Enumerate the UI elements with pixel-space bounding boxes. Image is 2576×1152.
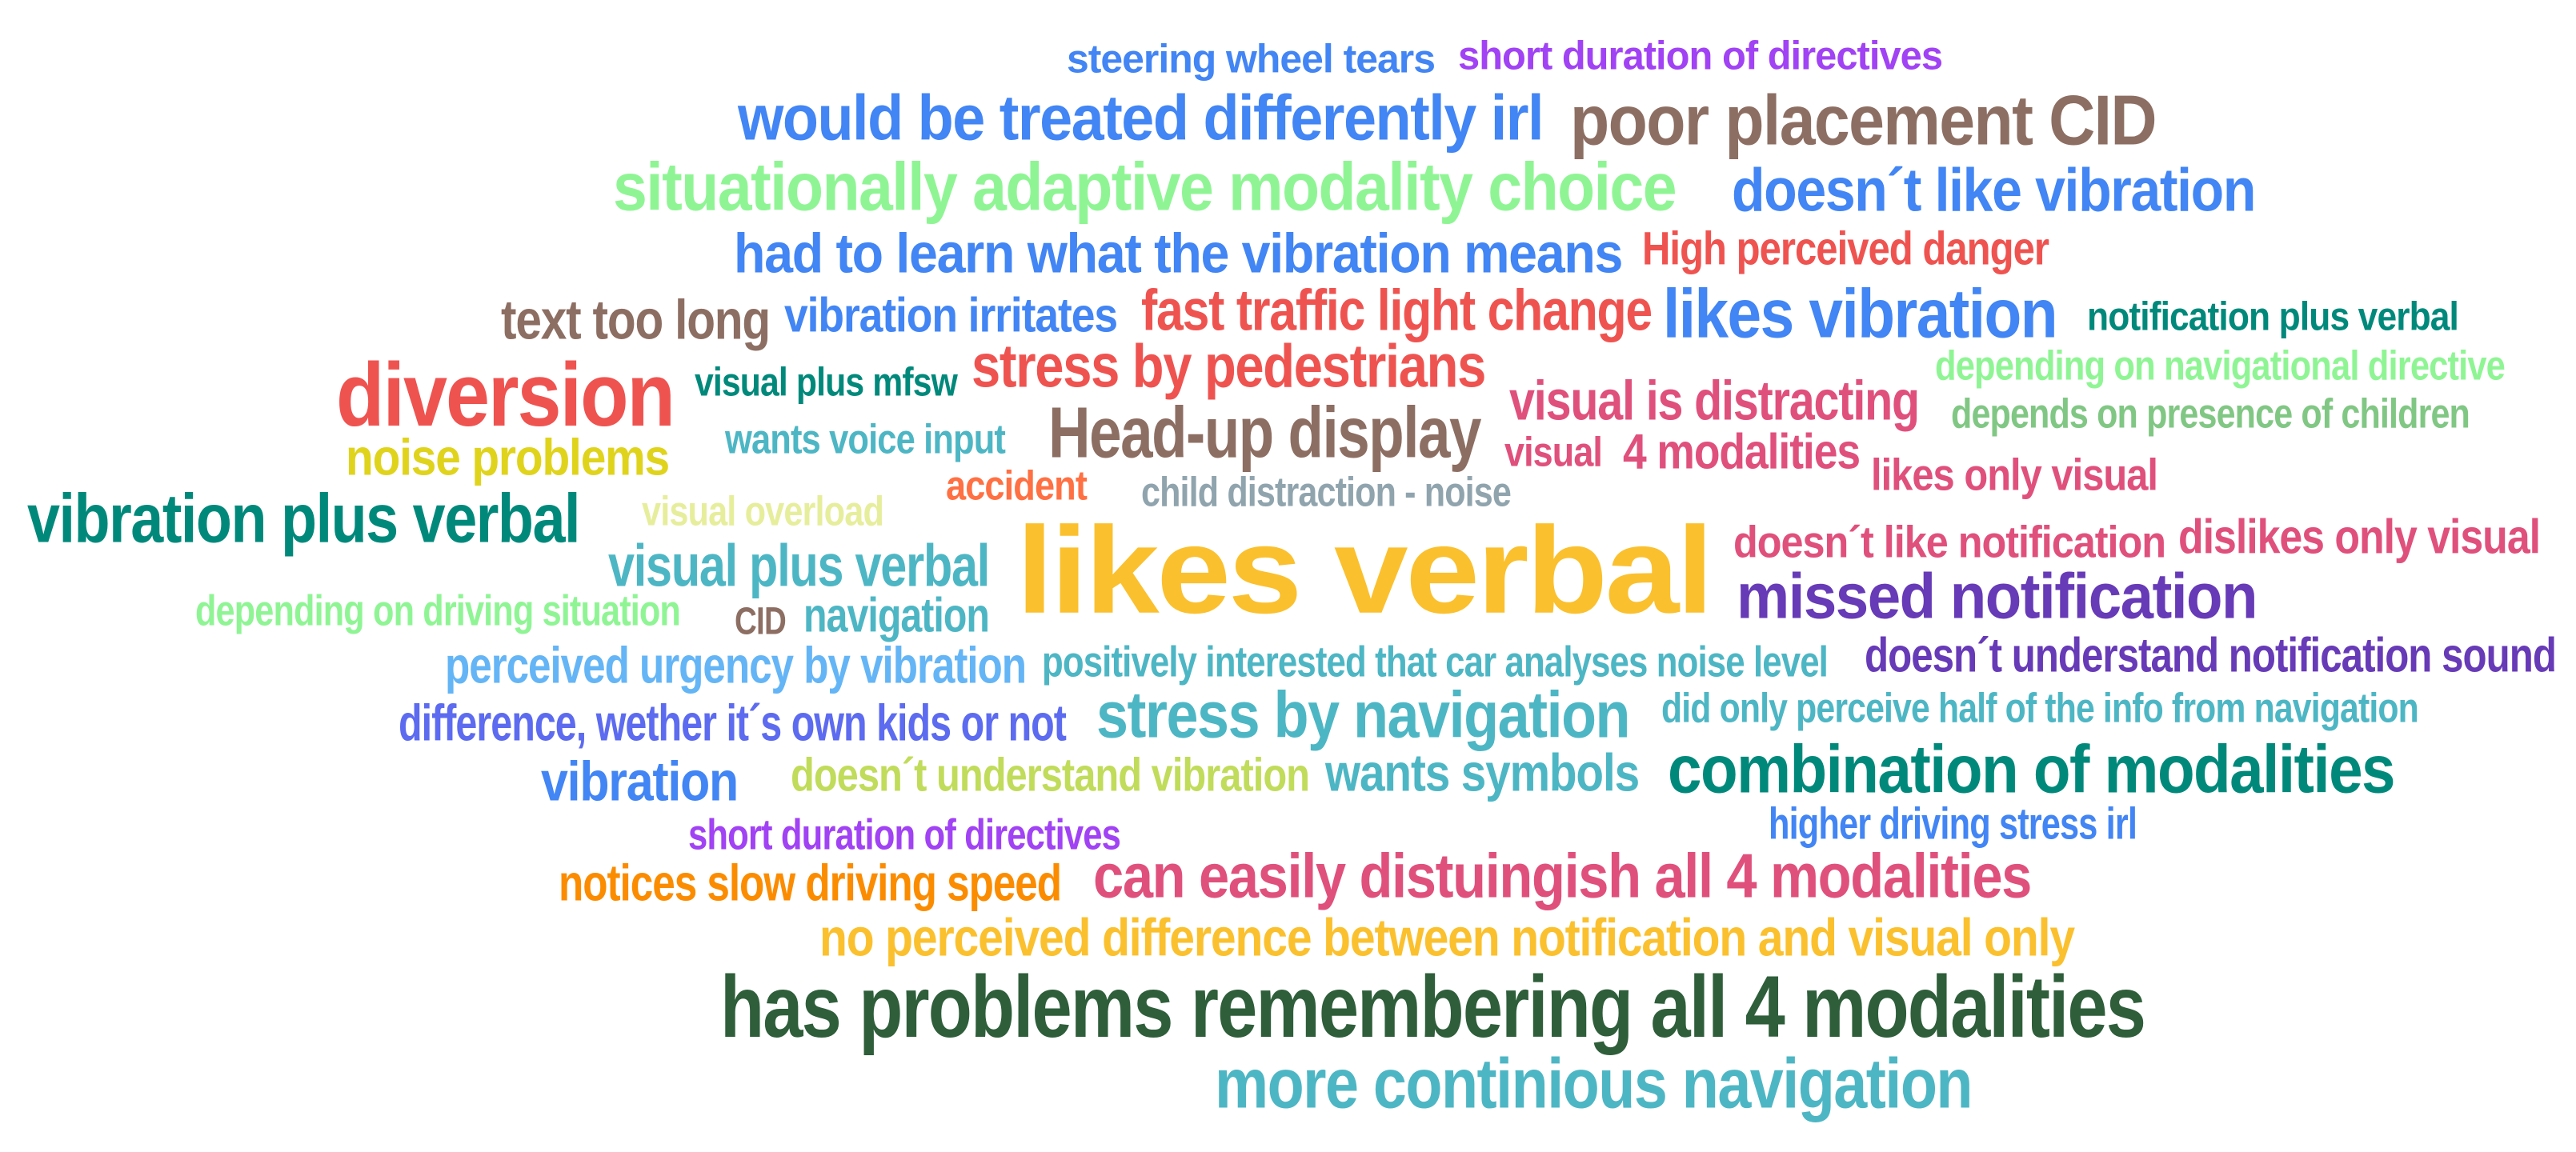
cloud-word: High perceived danger (1642, 222, 2049, 275)
cloud-word: doesn´t understand notification sound (1865, 628, 2557, 683)
cloud-word: depending on navigational directive (1935, 342, 2506, 390)
cloud-word: steering wheel tears (1067, 37, 1436, 82)
cloud-word-largest: likes verbal (1016, 501, 1713, 639)
cloud-word: navigation (803, 588, 990, 643)
cloud-word: visual (1504, 429, 1603, 476)
cloud-word: perceived urgency by vibration (445, 636, 1027, 694)
cloud-word: child distraction - noise (1141, 469, 1512, 516)
cloud-word: doesn´t understand vibration (791, 748, 1310, 802)
cloud-word: short duration of directives (1458, 34, 1943, 79)
cloud-word: stress by navigation (1096, 677, 1630, 752)
cloud-word: can easily distuingish all 4 modalities (1093, 840, 2032, 911)
cloud-word: difference, wether it´s own kids or not (399, 694, 1067, 752)
cloud-word: combination of modalities (1668, 731, 2396, 807)
cloud-word: wants symbols (1325, 743, 1640, 803)
cloud-word: visual plus verbal (608, 532, 990, 599)
cloud-word: notices slow driving speed (559, 854, 1062, 912)
cloud-word: likes only visual (1871, 450, 2158, 501)
cloud-word: doesn´t like notification (1733, 517, 2166, 568)
cloud-word: CID (735, 598, 787, 643)
cloud-word: depends on presence of children (1951, 390, 2470, 438)
cloud-word: more continious navigation (1215, 1043, 1973, 1123)
cloud-word: likes vibration (1663, 275, 2058, 353)
cloud-word: short duration of directives (688, 810, 1121, 859)
cloud-word: doesn´t like vibration (1732, 156, 2256, 225)
cloud-word: higher driving stress irl (1769, 798, 2137, 850)
cloud-word: stress by pedestrians (972, 332, 1486, 401)
cloud-word: noise problems (346, 428, 670, 486)
cloud-word: depending on driving situation (195, 586, 681, 635)
cloud-word: visual plus mfsw (695, 360, 958, 406)
cloud-word: missed notification (1737, 560, 2258, 633)
cloud-word: vibration irritates (784, 288, 1118, 343)
cloud-word: did only perceive half of the info from … (1661, 685, 2419, 732)
cloud-word: fast traffic light change (1141, 278, 1653, 343)
cloud-word: visual is distracting (1509, 369, 1920, 433)
cloud-word: had to learn what the vibration means (734, 222, 1623, 286)
cloud-word: accident (946, 462, 1088, 510)
cloud-word: notification plus verbal (2087, 294, 2459, 340)
cloud-word: positively interested that car analyses … (1042, 637, 1829, 686)
cloud-word: has problems remembering all 4 modalitie… (720, 958, 2146, 1057)
cloud-word: would be treated differently irl (738, 82, 1544, 154)
cloud-word: no perceived difference between notifica… (819, 908, 2075, 968)
cloud-word: visual overload (642, 488, 884, 535)
cloud-word: vibration plus verbal (27, 480, 580, 558)
cloud-word: diversion (336, 345, 675, 446)
cloud-word: situationally adaptive modality choice (613, 149, 1677, 225)
cloud-word: Head-up display (1048, 392, 1481, 474)
cloud-word: wants voice input (725, 416, 1006, 463)
cloud-word: poor placement CID (1570, 80, 2157, 160)
cloud-word: text too long (501, 288, 771, 352)
cloud-word: vibration (541, 750, 739, 814)
cloud-word: 4 modalities (1623, 423, 1861, 480)
cloud-word: dislikes only visual (2178, 510, 2541, 565)
